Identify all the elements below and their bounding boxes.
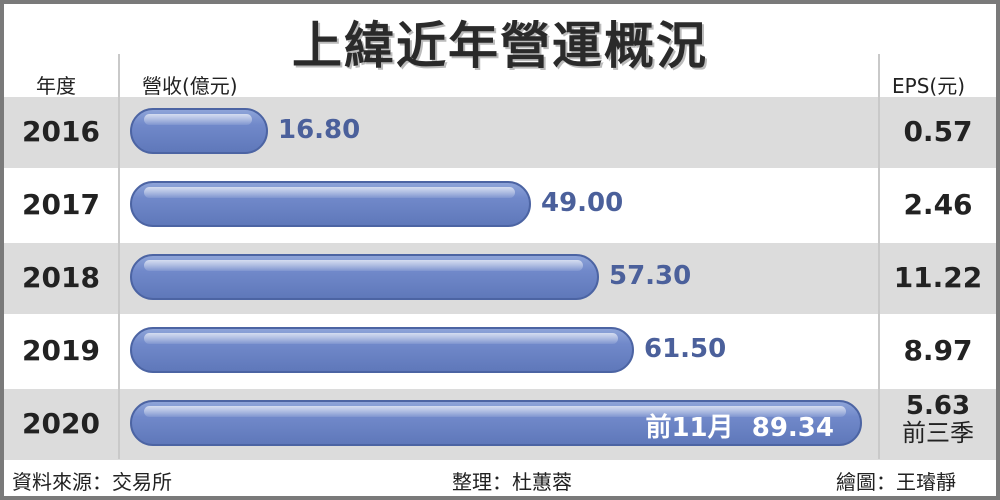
footer-editor: 整理：杜蕙蓉 — [452, 470, 572, 494]
row-2020: 2020 前11月 89.34 5.63 前三季 — [4, 389, 996, 460]
row-2017: 2017 49.00 2.46 — [4, 170, 996, 241]
revenue-bar — [130, 327, 634, 373]
value-number: 89.34 — [751, 413, 834, 443]
row-2016: 2016 16.80 0.57 — [4, 97, 996, 168]
eps-note: 前三季 — [902, 419, 974, 447]
divider-left — [118, 54, 120, 459]
value-prefix: 前11月 — [645, 413, 734, 443]
year-label: 2018 — [22, 261, 100, 294]
value-label: 57.30 — [609, 261, 692, 291]
eps-value: 8.97 — [903, 334, 973, 367]
value-label: 16.80 — [278, 115, 361, 145]
chart-title: 上緯近年營運概況 — [292, 17, 708, 75]
revenue-bar — [130, 108, 268, 154]
eps-value: 0.57 — [903, 115, 973, 148]
divider-right — [878, 54, 880, 459]
year-header: 年度 — [36, 74, 76, 98]
value-label: 前11月 89.34 — [130, 407, 834, 444]
revenue-bar — [130, 400, 862, 446]
revenue-bar — [130, 254, 599, 300]
revenue-header: 營收(億元) — [142, 74, 238, 98]
year-label: 2016 — [22, 115, 100, 148]
eps-number: 5.63 — [905, 391, 971, 421]
revenue-bar — [130, 181, 531, 227]
footer-artist: 繪圖：王璿靜 — [836, 470, 956, 494]
eps-header: EPS(元) — [892, 74, 965, 98]
row-2018: 2018 57.30 11.22 — [4, 243, 996, 314]
footer-source: 資料來源：交易所 — [12, 470, 172, 494]
eps-value: 5.63 前三季 — [880, 393, 996, 447]
eps-value: 2.46 — [903, 188, 973, 221]
year-label: 2020 — [22, 407, 100, 440]
row-2019: 2019 61.50 8.97 — [4, 316, 996, 387]
value-label: 61.50 — [644, 334, 727, 364]
value-label: 49.00 — [541, 188, 624, 218]
eps-value: 11.22 — [893, 261, 983, 294]
year-label: 2017 — [22, 188, 100, 221]
year-label: 2019 — [22, 334, 100, 367]
